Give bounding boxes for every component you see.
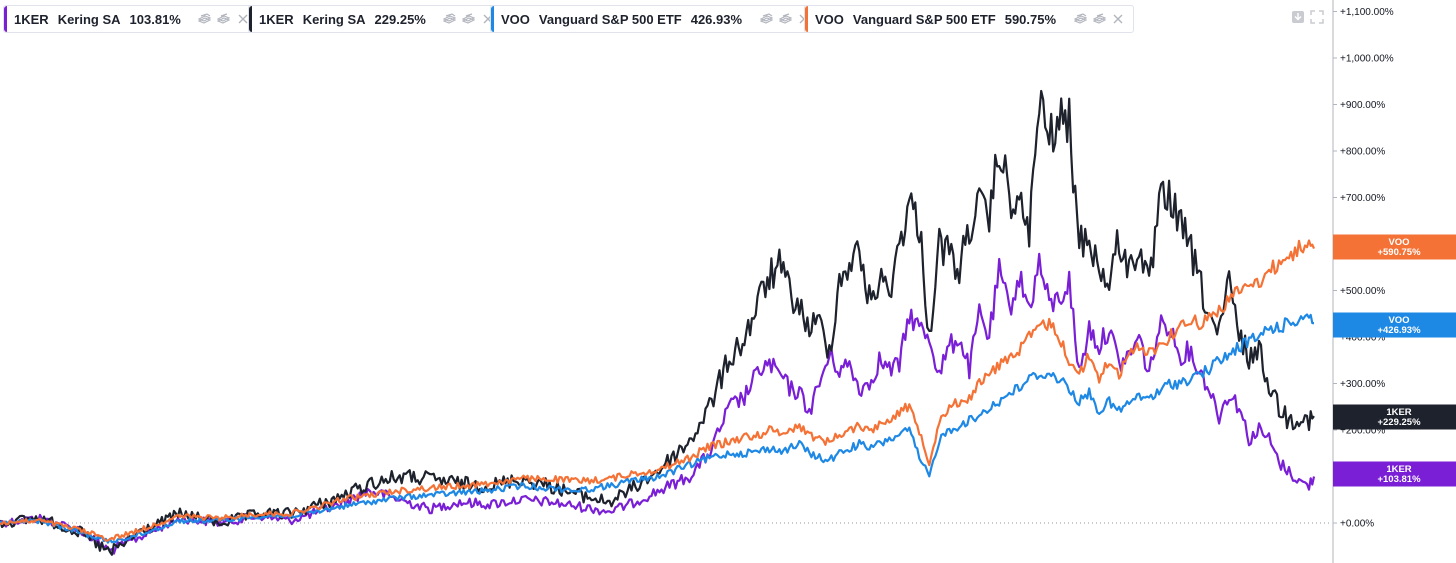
y-tick-label: +1,000.00% xyxy=(1340,54,1394,65)
layers-icon[interactable] xyxy=(759,12,773,26)
legend-name: Vanguard S&P 500 ETF xyxy=(852,11,996,27)
layers-alt-icon[interactable] xyxy=(462,12,476,26)
legend-name: Vanguard S&P 500 ETF xyxy=(538,11,682,27)
y-tick-label: +500.00% xyxy=(1340,286,1385,297)
y-tick-label: +0.00% xyxy=(1340,519,1374,530)
chart-tools xyxy=(1291,10,1324,24)
price-tag-text: VOO xyxy=(1388,315,1409,326)
layers-alt-icon[interactable] xyxy=(1092,12,1106,26)
price-tag-text: VOO xyxy=(1388,237,1409,248)
legend-value: 229.25% xyxy=(374,11,426,27)
close-icon[interactable] xyxy=(236,12,250,26)
legend-name: Kering SA xyxy=(57,11,121,27)
price-tag-text: +103.81% xyxy=(1377,474,1421,485)
legend-bar: 1KER Kering SA 103.81% 1KER Kering SA 22… xyxy=(0,0,1290,38)
price-tag xyxy=(1333,234,1456,260)
series-line[interactable] xyxy=(0,239,1316,542)
layers-alt-icon[interactable] xyxy=(778,12,792,26)
y-tick-label: +200.00% xyxy=(1340,426,1385,437)
series-color-stripe xyxy=(4,6,7,32)
layers-icon[interactable] xyxy=(443,12,457,26)
price-tag-text: +426.93% xyxy=(1377,325,1421,336)
legend-symbol: 1KER xyxy=(14,11,49,27)
legend-name: Kering SA xyxy=(302,11,366,27)
price-tag xyxy=(1333,461,1456,487)
y-tick-label: +300.00% xyxy=(1340,379,1385,390)
price-tag-text: 1KER xyxy=(1386,407,1411,418)
series-layer xyxy=(0,89,1316,556)
legend-chip-1ker-black[interactable]: 1KER Kering SA 229.25% xyxy=(248,5,504,33)
series-color-stripe xyxy=(805,6,808,32)
series-color-stripe xyxy=(249,6,252,32)
price-tag-text: +229.25% xyxy=(1377,417,1421,428)
legend-chip-1ker-purple[interactable]: 1KER Kering SA 103.81% xyxy=(3,5,259,33)
close-icon[interactable] xyxy=(1111,12,1125,26)
legend-value: 103.81% xyxy=(129,11,181,27)
price-tag-text: +590.75% xyxy=(1377,247,1421,258)
layers-icon[interactable] xyxy=(198,12,212,26)
price-tag xyxy=(1333,404,1456,430)
legend-symbol: 1KER xyxy=(259,11,294,27)
y-tick-label: +900.00% xyxy=(1340,100,1385,111)
legend-chip-voo-blue[interactable]: VOO Vanguard S&P 500 ETF 426.93% xyxy=(490,5,821,33)
price-tags: 1KER+103.81%1KER+229.25%VOO+426.93%VOO+5… xyxy=(1333,234,1456,487)
y-tick-label: +800.00% xyxy=(1340,147,1385,158)
price-tag xyxy=(1333,312,1456,338)
legend-chip-voo-orange[interactable]: VOO Vanguard S&P 500 ETF 590.75% xyxy=(804,5,1135,33)
y-tick-label: +1,100.00% xyxy=(1340,7,1394,18)
download-icon[interactable] xyxy=(1291,10,1305,24)
legend-symbol: VOO xyxy=(815,11,844,27)
price-axis[interactable]: +0.00%+100.00%+200.00%+300.00%+400.00%+5… xyxy=(1333,7,1394,530)
legend-symbol: VOO xyxy=(501,11,530,27)
price-tag-text: 1KER xyxy=(1386,464,1411,475)
legend-value: 590.75% xyxy=(1004,11,1057,27)
y-tick-label: +700.00% xyxy=(1340,193,1385,204)
fullscreen-icon[interactable] xyxy=(1310,10,1324,24)
series-line[interactable] xyxy=(0,89,1315,556)
layers-alt-icon[interactable] xyxy=(217,12,231,26)
series-line[interactable] xyxy=(0,252,1316,555)
y-tick-label: +400.00% xyxy=(1340,333,1385,344)
layers-icon[interactable] xyxy=(1073,12,1087,26)
series-color-stripe xyxy=(491,6,494,32)
legend-value: 426.93% xyxy=(690,11,743,27)
